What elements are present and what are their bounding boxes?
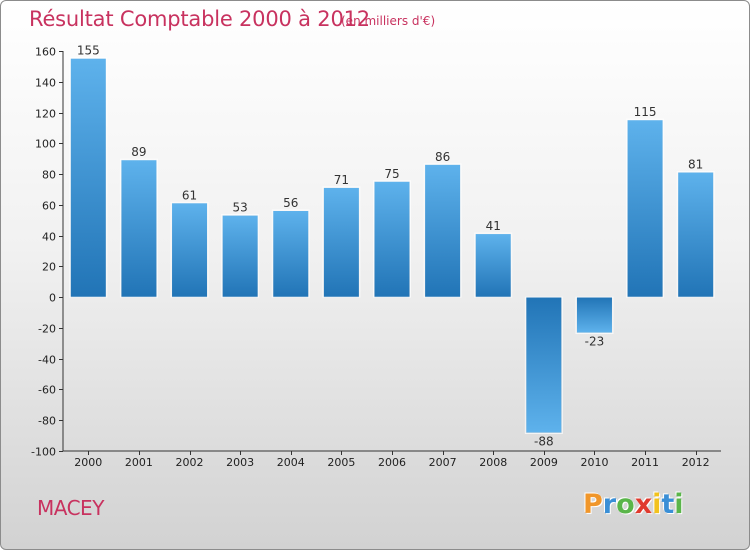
logo-letter: o [616, 489, 635, 520]
y-tick-label: 20 [42, 261, 56, 274]
data-label: 41 [486, 219, 501, 233]
bar [323, 187, 359, 298]
bar [627, 120, 663, 298]
bar [172, 203, 208, 298]
bar [576, 297, 612, 333]
bar [273, 211, 309, 298]
bar-outline [524, 296, 563, 435]
logo-letter: x [634, 489, 653, 520]
data-label: 115 [634, 105, 657, 119]
data-label: -23 [585, 335, 605, 349]
y-tick-label: 160 [35, 46, 56, 59]
logo-letter: t [661, 489, 675, 520]
bar [374, 181, 410, 298]
data-label: 56 [283, 196, 298, 210]
x-tick-label: 2002 [176, 456, 204, 469]
data-label: -88 [534, 435, 554, 449]
y-tick-label: 100 [35, 138, 56, 151]
y-tick-label: 40 [42, 231, 56, 244]
x-tick-label: 2012 [682, 456, 710, 469]
bar-outline [676, 171, 715, 298]
bar-outline [170, 201, 209, 298]
bar [475, 234, 511, 298]
bar-outline [626, 118, 665, 298]
y-tick-label: 0 [49, 292, 56, 305]
data-label: 53 [233, 201, 248, 215]
x-tick-label: 2011 [631, 456, 659, 469]
bar-outline [423, 163, 462, 298]
bar [222, 215, 258, 298]
y-tick-label: 80 [42, 169, 56, 182]
chart-title: Résultat Comptable 2000 à 2012 [29, 7, 370, 31]
bar [678, 172, 714, 298]
data-label: 61 [182, 188, 197, 202]
logo-letter: r [602, 489, 617, 520]
y-tick-label: -80 [38, 415, 56, 428]
bar [70, 58, 106, 298]
y-tick-label: 140 [35, 77, 56, 90]
bar [526, 297, 562, 433]
x-tick-label: 2006 [378, 456, 406, 469]
axes: 160 140 120 100 80 60 40 20 0 -20 -40 -60 -80 -100 200… [31, 46, 721, 469]
bar-outline [69, 57, 108, 298]
x-tick-label: 2000 [74, 456, 102, 469]
x-tick-label: 2005 [327, 456, 355, 469]
x-tick-label: 2004 [277, 456, 305, 469]
y-tick-label: -20 [38, 323, 56, 336]
x-tick-label: 2009 [530, 456, 558, 469]
bar-outline [322, 186, 361, 298]
commune-name: MACEY [37, 496, 104, 520]
chart-subtitle: (en milliers d'€) [341, 14, 436, 28]
data-label: 155 [77, 44, 100, 58]
bar-outline [119, 158, 158, 298]
data-label: 71 [334, 173, 349, 187]
logo-letter: P [583, 489, 603, 520]
x-tick-label: 2003 [226, 456, 254, 469]
y-tick-label: 120 [35, 108, 56, 121]
bar-outline [575, 296, 614, 335]
x-tick-label: 2010 [580, 456, 608, 469]
bar [121, 160, 157, 298]
bar-outline [373, 180, 411, 298]
bar [425, 164, 461, 298]
data-labels: 155 89 61 53 56 71 75 86 41 -88 -23 115 81 [77, 44, 703, 449]
y-tick-label: -60 [38, 384, 56, 397]
y-tick-label: -100 [31, 446, 56, 459]
y-tick-label: 60 [42, 200, 56, 213]
logo-letter: i [674, 489, 684, 520]
proxiti-logo: Proxiti [583, 489, 684, 520]
data-label: 75 [384, 167, 399, 181]
x-tick-label: 2001 [125, 456, 153, 469]
bar-outline [474, 232, 513, 298]
logo-letter: i [652, 489, 662, 520]
bar-outline [271, 209, 310, 298]
data-label: 89 [131, 145, 146, 159]
data-label: 86 [435, 150, 450, 164]
bars [69, 57, 715, 435]
x-tick-label: 2007 [429, 456, 457, 469]
y-tick-label: -40 [38, 354, 56, 367]
bar-outline [221, 214, 260, 298]
data-label: 81 [688, 158, 703, 172]
x-tick-label: 2008 [479, 456, 507, 469]
